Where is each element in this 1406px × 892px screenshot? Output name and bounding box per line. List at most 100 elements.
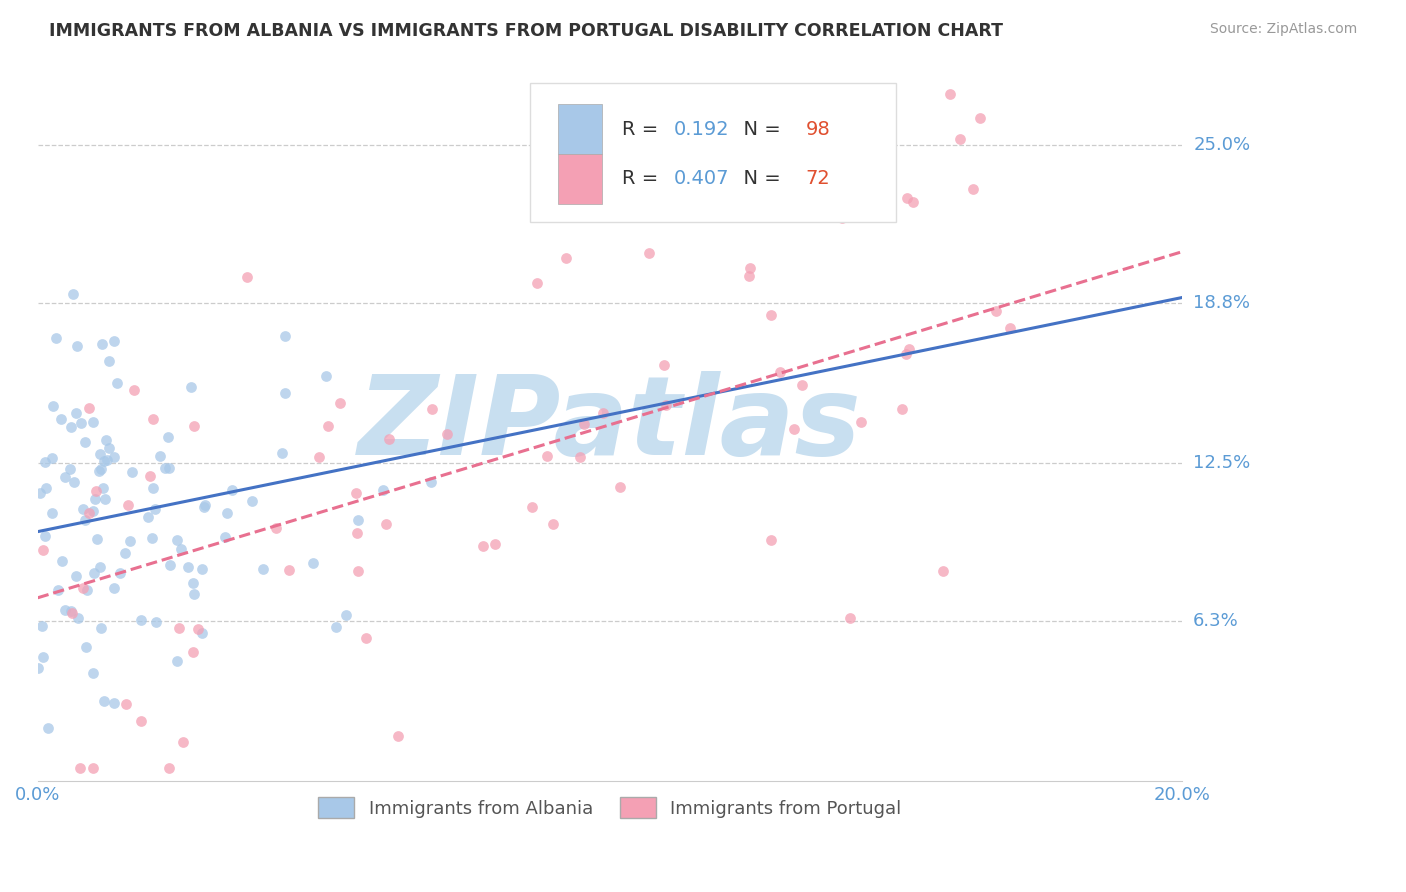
Text: R =: R = — [623, 120, 665, 138]
Text: 18.8%: 18.8% — [1194, 293, 1250, 311]
Point — [183, 587, 205, 601]
Point — [187, 622, 209, 636]
Point — [34, 529, 56, 543]
Point — [217, 506, 239, 520]
Point — [93, 694, 115, 708]
Point — [181, 575, 204, 590]
Point — [166, 655, 188, 669]
Point — [65, 569, 87, 583]
Point — [592, 406, 614, 420]
Point — [131, 613, 153, 627]
Text: 98: 98 — [806, 120, 831, 138]
Point — [142, 482, 165, 496]
Point — [42, 399, 65, 413]
Point — [51, 412, 73, 426]
Point — [278, 563, 301, 577]
Point — [543, 517, 565, 532]
Point — [214, 530, 236, 544]
Point — [998, 321, 1021, 335]
Point — [117, 498, 139, 512]
Point — [96, 434, 118, 448]
Point — [60, 607, 83, 621]
Point — [344, 485, 367, 500]
Point — [759, 308, 782, 322]
Point — [139, 468, 162, 483]
Point — [839, 611, 862, 625]
Point — [70, 416, 93, 430]
Text: N =: N = — [731, 169, 787, 188]
Point — [896, 191, 918, 205]
Point — [103, 696, 125, 710]
Point — [121, 466, 143, 480]
Point — [738, 269, 761, 284]
Point — [183, 645, 205, 659]
Point — [62, 287, 84, 301]
Point — [335, 608, 357, 623]
Text: Source: ZipAtlas.com: Source: ZipAtlas.com — [1209, 22, 1357, 37]
Point — [169, 621, 191, 635]
Point — [891, 401, 914, 416]
Point — [96, 452, 118, 467]
Point — [59, 462, 82, 476]
Point — [120, 533, 142, 548]
Point — [87, 464, 110, 478]
Point — [329, 396, 352, 410]
Point — [740, 261, 762, 276]
Text: IMMIGRANTS FROM ALBANIA VS IMMIGRANTS FROM PORTUGAL DISABILITY CORRELATION CHART: IMMIGRANTS FROM ALBANIA VS IMMIGRANTS FR… — [49, 22, 1004, 40]
Point — [63, 475, 86, 490]
Point — [83, 566, 105, 580]
Point — [143, 502, 166, 516]
Point — [103, 582, 125, 596]
Point — [180, 380, 202, 394]
Point — [90, 621, 112, 635]
FancyBboxPatch shape — [558, 104, 602, 154]
Point — [35, 481, 58, 495]
Text: 0.407: 0.407 — [673, 169, 730, 188]
Point — [46, 583, 69, 598]
Point — [72, 502, 94, 516]
Point — [242, 494, 264, 508]
Point — [82, 761, 104, 775]
Point — [484, 537, 506, 551]
Point — [82, 504, 104, 518]
Point — [436, 427, 458, 442]
Point — [572, 417, 595, 431]
Point — [638, 245, 661, 260]
Point — [75, 435, 97, 450]
Point — [59, 604, 82, 618]
Point — [30, 486, 52, 500]
Point — [103, 450, 125, 464]
Point — [32, 543, 55, 558]
Point — [157, 761, 180, 775]
Point — [346, 526, 368, 541]
Point — [159, 558, 181, 572]
Point — [103, 334, 125, 348]
Point — [302, 556, 325, 570]
Point — [156, 430, 179, 444]
Point — [141, 531, 163, 545]
Point — [969, 111, 991, 125]
Text: ZIPatlas: ZIPatlas — [359, 371, 862, 478]
Point — [347, 513, 370, 527]
Point — [346, 565, 368, 579]
FancyBboxPatch shape — [530, 83, 896, 222]
Point — [157, 461, 180, 475]
Point — [879, 128, 901, 143]
Point — [53, 469, 76, 483]
Point — [65, 339, 87, 353]
Point — [568, 450, 591, 465]
Point — [114, 546, 136, 560]
Point — [193, 500, 215, 514]
Text: 0.192: 0.192 — [673, 120, 730, 138]
Point — [89, 447, 111, 461]
Point — [34, 455, 56, 469]
Point — [32, 650, 55, 665]
Point — [153, 460, 176, 475]
Point — [831, 211, 853, 226]
Point — [962, 181, 984, 195]
Point — [69, 761, 91, 775]
Point — [315, 368, 337, 383]
Point — [273, 329, 295, 343]
Point — [177, 559, 200, 574]
Point — [851, 415, 873, 429]
